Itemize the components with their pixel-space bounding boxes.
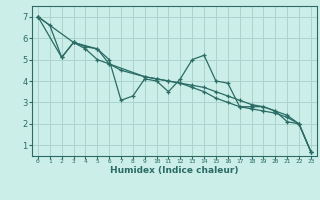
X-axis label: Humidex (Indice chaleur): Humidex (Indice chaleur) <box>110 166 239 175</box>
